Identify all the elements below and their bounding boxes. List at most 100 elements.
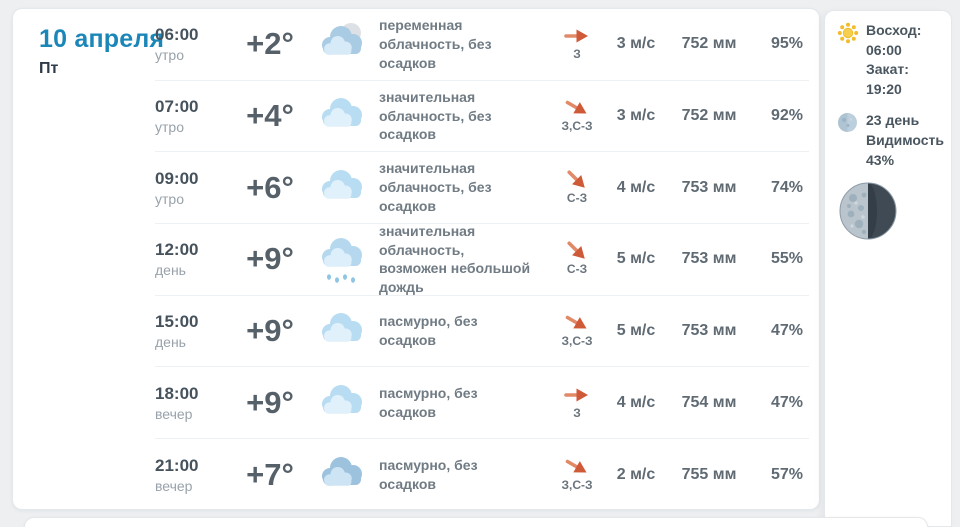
wind-speed: 3 м/с xyxy=(616,107,656,125)
humidity: 74% xyxy=(770,178,803,196)
row-time: 21:00 xyxy=(155,455,199,475)
wind-direction-label: З,С-З xyxy=(561,477,593,492)
humidity: 92% xyxy=(770,107,803,125)
row-description: пасмурно, без осадков xyxy=(379,457,478,492)
cloud-moon-icon xyxy=(309,20,375,68)
row-time: 09:00 xyxy=(155,168,199,188)
wind-direction-arrow xyxy=(564,99,590,117)
row-temperature: +9° xyxy=(246,313,294,349)
wind-direction-arrow xyxy=(564,314,590,332)
forecast-rows: 06:00 утро +2° переменная облачность, бе… xyxy=(155,9,809,511)
row-description: пасмурно, без осадков xyxy=(379,313,478,349)
visibility-label: Видимость 43% xyxy=(866,131,944,168)
wind-direction-arrow xyxy=(564,386,590,404)
wind-direction-label: С-З xyxy=(566,262,588,277)
wind-cell: З,С-З xyxy=(549,458,605,492)
wind-cell: З,С-З xyxy=(549,314,605,348)
wind-speed: 5 м/с xyxy=(616,322,656,340)
clouds-rain-icon xyxy=(309,235,375,284)
wind-direction-arrow xyxy=(564,27,590,45)
row-time: 07:00 xyxy=(155,97,199,117)
forecast-row: 12:00 день +9° значительная облачность, … xyxy=(155,222,809,296)
wind-speed: 3 м/с xyxy=(616,35,656,53)
wind-cell: С-З xyxy=(549,170,605,205)
pressure: 752 мм xyxy=(681,107,737,125)
wind-cell: З xyxy=(549,386,605,420)
row-period: утро xyxy=(155,119,184,136)
pressure: 753 мм xyxy=(681,322,737,340)
moon-icon xyxy=(837,112,859,133)
wind-direction-label: С-З xyxy=(566,190,588,205)
moon-phase-image xyxy=(839,182,941,240)
row-period: утро xyxy=(155,190,184,207)
clouds-dark-icon xyxy=(309,451,375,499)
wind-direction-arrow xyxy=(564,170,590,189)
wind-speed: 2 м/с xyxy=(616,465,656,483)
sun-info: Восход: 06:00 Закат: 19:20 xyxy=(837,21,941,99)
humidity: 57% xyxy=(770,465,803,483)
wind-cell: З xyxy=(549,27,605,61)
pressure: 755 мм xyxy=(681,465,737,483)
row-temperature: +4° xyxy=(246,98,294,134)
next-day-card-edge[interactable] xyxy=(24,517,928,527)
forecast-row: 06:00 утро +2° переменная облачность, бе… xyxy=(155,9,809,81)
humidity: 55% xyxy=(770,250,803,268)
clouds-icon xyxy=(309,307,375,355)
sun-moon-panel: Восход: 06:00 Закат: 19:20 23 день Видим… xyxy=(824,10,952,527)
row-time: 15:00 xyxy=(155,312,199,332)
wind-direction-arrow xyxy=(564,458,590,476)
sunrise-label: Восход: 06:00 xyxy=(866,22,922,58)
wind-cell: С-З xyxy=(549,241,605,277)
row-description: значительная облачность, без осадков xyxy=(379,160,492,215)
wind-speed: 4 м/с xyxy=(616,393,656,411)
pressure: 754 мм xyxy=(681,393,737,411)
row-time: 12:00 xyxy=(155,240,199,260)
forecast-row: 18:00 вечер +9° пасмурно, без осадков З … xyxy=(155,367,809,440)
weekday-label: Пт xyxy=(39,60,59,77)
wind-cell: З,С-З xyxy=(549,99,605,133)
row-temperature: +9° xyxy=(246,384,294,420)
wind-direction-label: З xyxy=(573,47,581,62)
humidity: 95% xyxy=(770,35,803,53)
moon-info: 23 день Видимость 43% xyxy=(837,111,944,170)
clouds-icon xyxy=(309,92,375,140)
row-temperature: +6° xyxy=(246,169,294,205)
forecast-row: 07:00 утро +4° значительная облачность, … xyxy=(155,81,809,153)
date-label: 10 апреля xyxy=(39,25,165,53)
sunset-label: Закат: 19:20 xyxy=(866,61,909,97)
row-temperature: +7° xyxy=(246,456,294,492)
wind-direction-label: З,С-З xyxy=(561,119,593,134)
humidity: 47% xyxy=(770,322,803,340)
row-period: день xyxy=(155,334,186,351)
row-period: утро xyxy=(155,47,184,64)
pressure: 753 мм xyxy=(681,178,737,196)
wind-speed: 4 м/с xyxy=(616,178,656,196)
row-period: вечер xyxy=(155,405,193,422)
row-time: 18:00 xyxy=(155,383,199,403)
pressure: 753 мм xyxy=(681,250,737,268)
date-tab[interactable]: 10 апреля Пт xyxy=(39,25,164,78)
forecast-row: 21:00 вечер +7° пасмурно, без осадков З,… xyxy=(155,439,809,511)
row-time: 06:00 xyxy=(155,25,199,45)
row-description: значительная облачность, без осадков xyxy=(379,88,492,143)
row-description: значительная облачность, возможен неболь… xyxy=(379,222,531,296)
row-temperature: +9° xyxy=(246,241,294,277)
forecast-row: 09:00 утро +6° значительная облачность, … xyxy=(155,152,809,225)
row-description: пасмурно, без осадков xyxy=(379,384,478,420)
row-period: день xyxy=(155,262,186,279)
wind-direction-arrow xyxy=(564,241,590,260)
wind-speed: 5 м/с xyxy=(616,250,656,268)
pressure: 752 мм xyxy=(681,35,737,53)
clouds-icon xyxy=(309,164,375,212)
forecast-row: 15:00 день +9° пасмурно, без осадков З,С… xyxy=(155,296,809,368)
sun-icon xyxy=(837,22,859,44)
humidity: 47% xyxy=(770,393,803,411)
row-temperature: +2° xyxy=(246,26,294,62)
row-description: переменная облачность, без осадков xyxy=(379,17,492,71)
clouds-icon xyxy=(309,379,375,427)
wind-direction-label: З xyxy=(573,405,581,420)
forecast-card: 10 апреля Пт 06:00 утро +2° переменная о… xyxy=(12,8,820,510)
wind-direction-label: З,С-З xyxy=(561,334,593,349)
moon-day-label: 23 день xyxy=(866,112,920,129)
row-period: вечер xyxy=(155,477,193,494)
